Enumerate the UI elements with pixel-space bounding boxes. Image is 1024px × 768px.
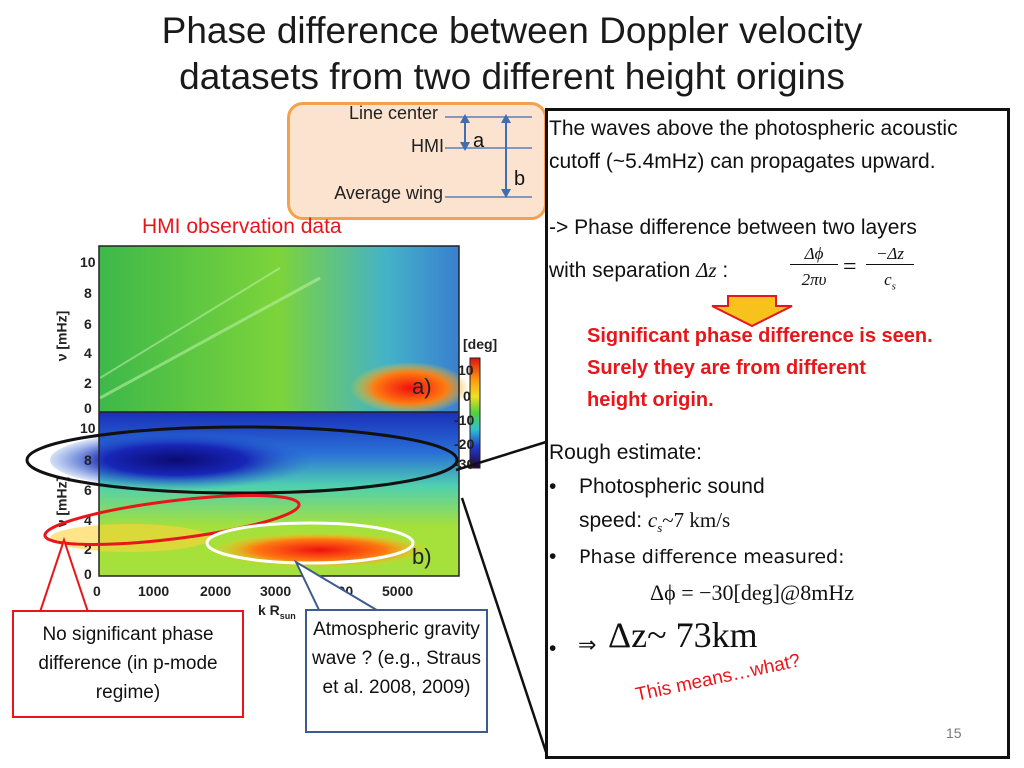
b-ytick-2: 2: [84, 541, 92, 557]
legend-b-label: b: [514, 168, 526, 190]
implies-arrow: ⇒: [578, 632, 597, 657]
xlabel-text: k R: [258, 602, 280, 618]
gravity-wave-callout: Atmospheric gravity wave ? (e.g., Straus…: [305, 609, 488, 733]
equals-sign: =: [843, 254, 857, 280]
b-ytick-4: 4: [84, 512, 92, 528]
bullet-1-cs: c: [647, 508, 658, 532]
colorbar-tick-10: 10: [458, 362, 474, 378]
a-ytick-6: 6: [84, 316, 92, 332]
separation-prefix: with separation: [549, 259, 697, 282]
xlabel: k Rsun: [258, 602, 296, 621]
a-ytick-0: 0: [84, 400, 92, 416]
a-ytick-10: 10: [80, 254, 96, 270]
frac2-denominator: cs: [866, 270, 914, 292]
frac2-den-sub: s: [891, 280, 896, 293]
colorbar-tick-m10: -10: [454, 412, 475, 428]
panel-arrow-text: -> Phase difference between two layers: [549, 216, 917, 239]
separation-dz: Δz: [696, 258, 717, 282]
bullet-1-line-a: Photospheric sound: [579, 475, 765, 498]
xtick-2000: 2000: [200, 583, 232, 599]
a-ytick-8: 8: [84, 285, 92, 301]
significant-line-1: Significant phase difference is seen.: [587, 325, 933, 347]
b-ytick-6: 6: [84, 482, 92, 498]
frac2-numerator: −Δz: [866, 244, 914, 265]
bullet-3-marker: •: [549, 637, 557, 660]
bullet-2-marker: •: [549, 545, 557, 568]
b-ytick-8: 8: [84, 452, 92, 468]
a-ytick-2: 2: [84, 375, 92, 391]
frac1-denominator: 2πυ: [801, 270, 827, 289]
panel-intro: The waves above the photospheric acousti…: [549, 117, 958, 173]
title-line-2: datasets from two different height origi…: [179, 56, 845, 97]
b-ytick-0: 0: [84, 566, 92, 582]
phase-formula: Δϕ = −30[deg]@8mHz: [650, 580, 854, 605]
xtick-1000: 1000: [138, 583, 170, 599]
colorbar-tick-m20: -20: [454, 436, 475, 452]
separation-colon: :: [716, 259, 729, 282]
rough-estimate-heading: Rough estimate:: [549, 441, 702, 464]
slide-title: Phase difference between Doppler velocit…: [20, 8, 1004, 100]
figure-caption: HMI observation data: [142, 215, 342, 238]
xtick-5000: 5000: [382, 583, 414, 599]
bullet-2-text: Phase difference measured:: [579, 546, 845, 568]
title-line-1: Phase difference between Doppler velocit…: [161, 10, 863, 51]
xtick-3000: 3000: [260, 583, 292, 599]
panel-b-label: b): [412, 544, 432, 569]
b-ytick-10: 10: [80, 420, 96, 436]
separation-line: with separation Δz :: [549, 254, 728, 287]
slide-number: 15: [946, 725, 962, 741]
bullet-1-line-b: speed: cs~7 km/s: [579, 504, 730, 544]
bullet-1-cs-sub: s: [657, 520, 663, 536]
legend-lines: [445, 114, 532, 198]
bullet-1-marker: •: [549, 475, 557, 498]
legend-a-label: a: [473, 130, 485, 152]
colorbar-label: [deg]: [463, 336, 498, 352]
delta-z-result: Δz~ 73km: [608, 615, 758, 655]
panel-a-label: a): [412, 374, 432, 399]
legend-average-wing: Average wing: [334, 183, 443, 203]
no-significant-callout: No significant phase difference (in p-mo…: [12, 610, 244, 718]
frac2-den-c: c: [884, 270, 892, 289]
legend-line-center: Line center: [348, 103, 438, 123]
legend-hmi: HMI: [411, 136, 444, 156]
bullet-1-speed-label: speed:: [579, 509, 648, 532]
bullet-1-value: ~7 km/s: [662, 508, 731, 532]
xlabel-sub: sun: [279, 610, 296, 621]
xtick-0: 0: [93, 583, 101, 599]
significant-line-2: Surely they are from different: [587, 357, 866, 379]
explanation-panel: [545, 108, 1010, 759]
a-ytick-4: 4: [84, 345, 92, 361]
frac1-numerator: Δϕ: [790, 244, 838, 265]
significant-line-3: height origin.: [587, 389, 714, 411]
colorbar-tick-0: 0: [463, 388, 471, 404]
